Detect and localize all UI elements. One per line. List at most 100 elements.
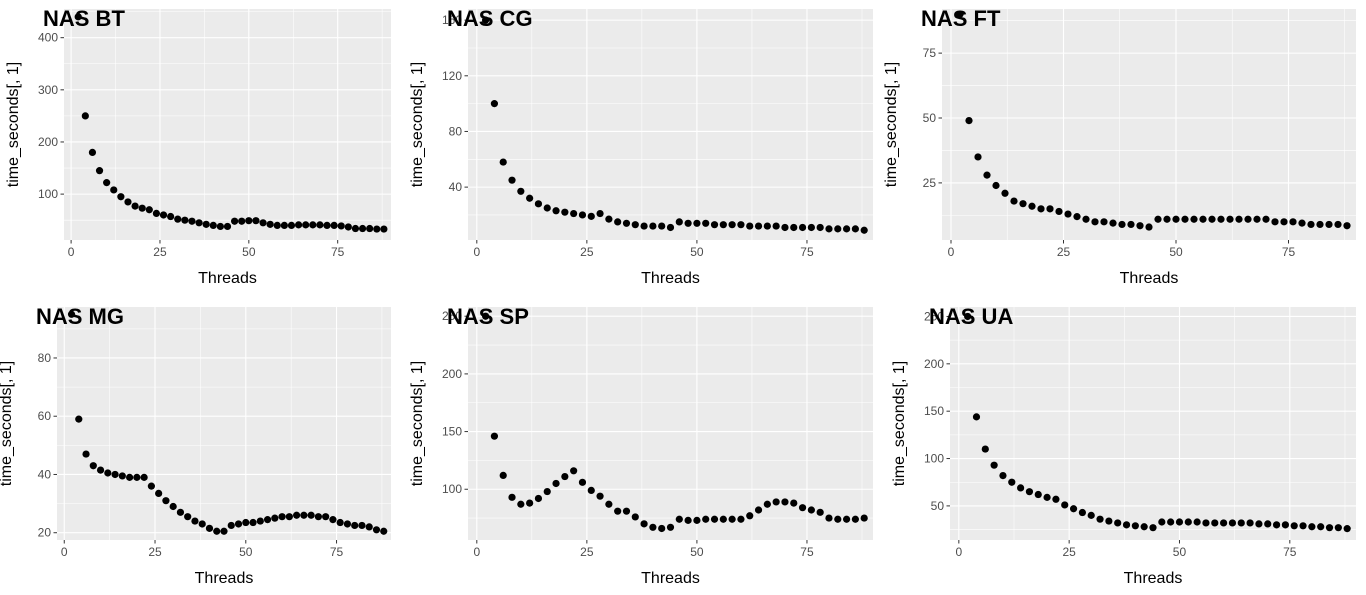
data-point <box>1202 519 1210 527</box>
y-axis-title: time_seconds[, 1] <box>409 62 426 187</box>
data-point <box>110 186 118 194</box>
data-point <box>649 523 657 531</box>
data-point <box>358 224 367 233</box>
data-point <box>781 498 789 506</box>
data-point <box>1055 207 1063 216</box>
data-point <box>1208 215 1216 223</box>
x-tick-label: 25 <box>1062 545 1076 559</box>
data-point <box>570 209 578 218</box>
data-point <box>285 513 293 521</box>
data-point <box>754 506 763 514</box>
data-point <box>1096 515 1104 523</box>
x-tick-label: 25 <box>580 245 594 259</box>
data-point <box>309 221 317 229</box>
x-axis-title: Threads <box>641 270 700 287</box>
data-point <box>981 445 989 453</box>
data-point <box>587 212 595 220</box>
data-point <box>300 511 308 519</box>
data-point <box>658 222 666 230</box>
data-point <box>351 521 359 530</box>
data-point <box>1253 215 1261 223</box>
data-point <box>330 221 338 229</box>
data-point <box>543 487 551 496</box>
panel-background <box>57 307 391 540</box>
data-point <box>118 472 126 480</box>
data-point <box>702 219 710 227</box>
data-point <box>1190 215 1198 223</box>
y-tick-label: 100 <box>442 482 462 496</box>
data-point <box>216 222 224 231</box>
data-point <box>1082 215 1090 223</box>
panel-nas-cg: 0 25 50 75 40 80 120 160 Threads time_seconds[, 1… <box>409 6 873 287</box>
x-tick-label: 75 <box>800 245 814 259</box>
data-point <box>220 527 228 535</box>
x-tick-label: 0 <box>948 245 955 259</box>
data-point <box>358 521 366 530</box>
data-point <box>287 221 296 229</box>
data-point <box>737 515 745 523</box>
data-point <box>126 473 134 481</box>
data-point <box>205 524 214 532</box>
y-tick-label: 150 <box>924 404 944 418</box>
y-tick-label: 100 <box>924 452 944 466</box>
x-axis-title: Threads <box>1120 270 1179 287</box>
data-point <box>231 217 239 225</box>
panel-nas-sp: 0 25 50 75 100 150 200 250 Threads time_seconds[,… <box>409 304 873 587</box>
data-point <box>1316 220 1324 229</box>
data-point <box>508 176 516 184</box>
panel-background <box>950 307 1356 540</box>
data-point <box>280 221 288 229</box>
data-point <box>710 221 719 229</box>
data-point <box>1078 508 1086 517</box>
panel-title: NAS MG <box>36 304 124 329</box>
data-point <box>666 223 675 232</box>
y-tick-label: 250 <box>442 309 462 323</box>
data-point <box>622 507 631 515</box>
data-point <box>1105 517 1113 525</box>
y-tick-label: 80 <box>38 351 52 365</box>
data-point <box>631 221 639 229</box>
data-point <box>1217 215 1225 223</box>
data-point <box>1069 505 1078 513</box>
data-point <box>702 515 710 523</box>
data-point <box>1100 218 1108 226</box>
data-point <box>816 223 824 232</box>
data-point <box>227 521 235 530</box>
data-point <box>95 167 104 175</box>
data-point <box>74 13 82 21</box>
y-axis-title: time_seconds[, 1] <box>891 361 908 486</box>
data-point <box>964 312 972 321</box>
data-point <box>834 225 842 233</box>
data-point <box>499 471 507 480</box>
panel-background <box>942 9 1356 240</box>
data-point <box>1343 525 1351 533</box>
data-point <box>1290 522 1298 530</box>
data-point <box>351 224 360 233</box>
data-point <box>266 220 274 228</box>
y-tick-label: 150 <box>442 425 462 439</box>
data-point <box>552 479 560 488</box>
data-point <box>825 225 833 233</box>
data-point <box>1264 520 1272 528</box>
data-point <box>1136 222 1144 230</box>
data-point <box>1158 518 1166 526</box>
data-point <box>1001 189 1009 197</box>
data-point <box>366 224 374 233</box>
x-tick-label: 50 <box>690 245 704 259</box>
y-tick-label: 200 <box>442 367 462 381</box>
data-point <box>614 218 622 226</box>
data-point <box>1127 220 1135 229</box>
data-point <box>1118 220 1126 229</box>
x-tick-label: 50 <box>239 545 253 559</box>
data-point <box>1145 223 1153 231</box>
data-point <box>1008 478 1016 486</box>
x-tick-label: 0 <box>68 245 75 259</box>
data-point <box>1246 519 1254 527</box>
data-point <box>1154 215 1162 223</box>
data-point <box>587 486 595 495</box>
data-point <box>631 513 639 521</box>
data-point <box>294 221 303 229</box>
data-point <box>842 225 851 233</box>
y-tick-label: 60 <box>38 409 52 423</box>
data-point <box>772 498 780 506</box>
